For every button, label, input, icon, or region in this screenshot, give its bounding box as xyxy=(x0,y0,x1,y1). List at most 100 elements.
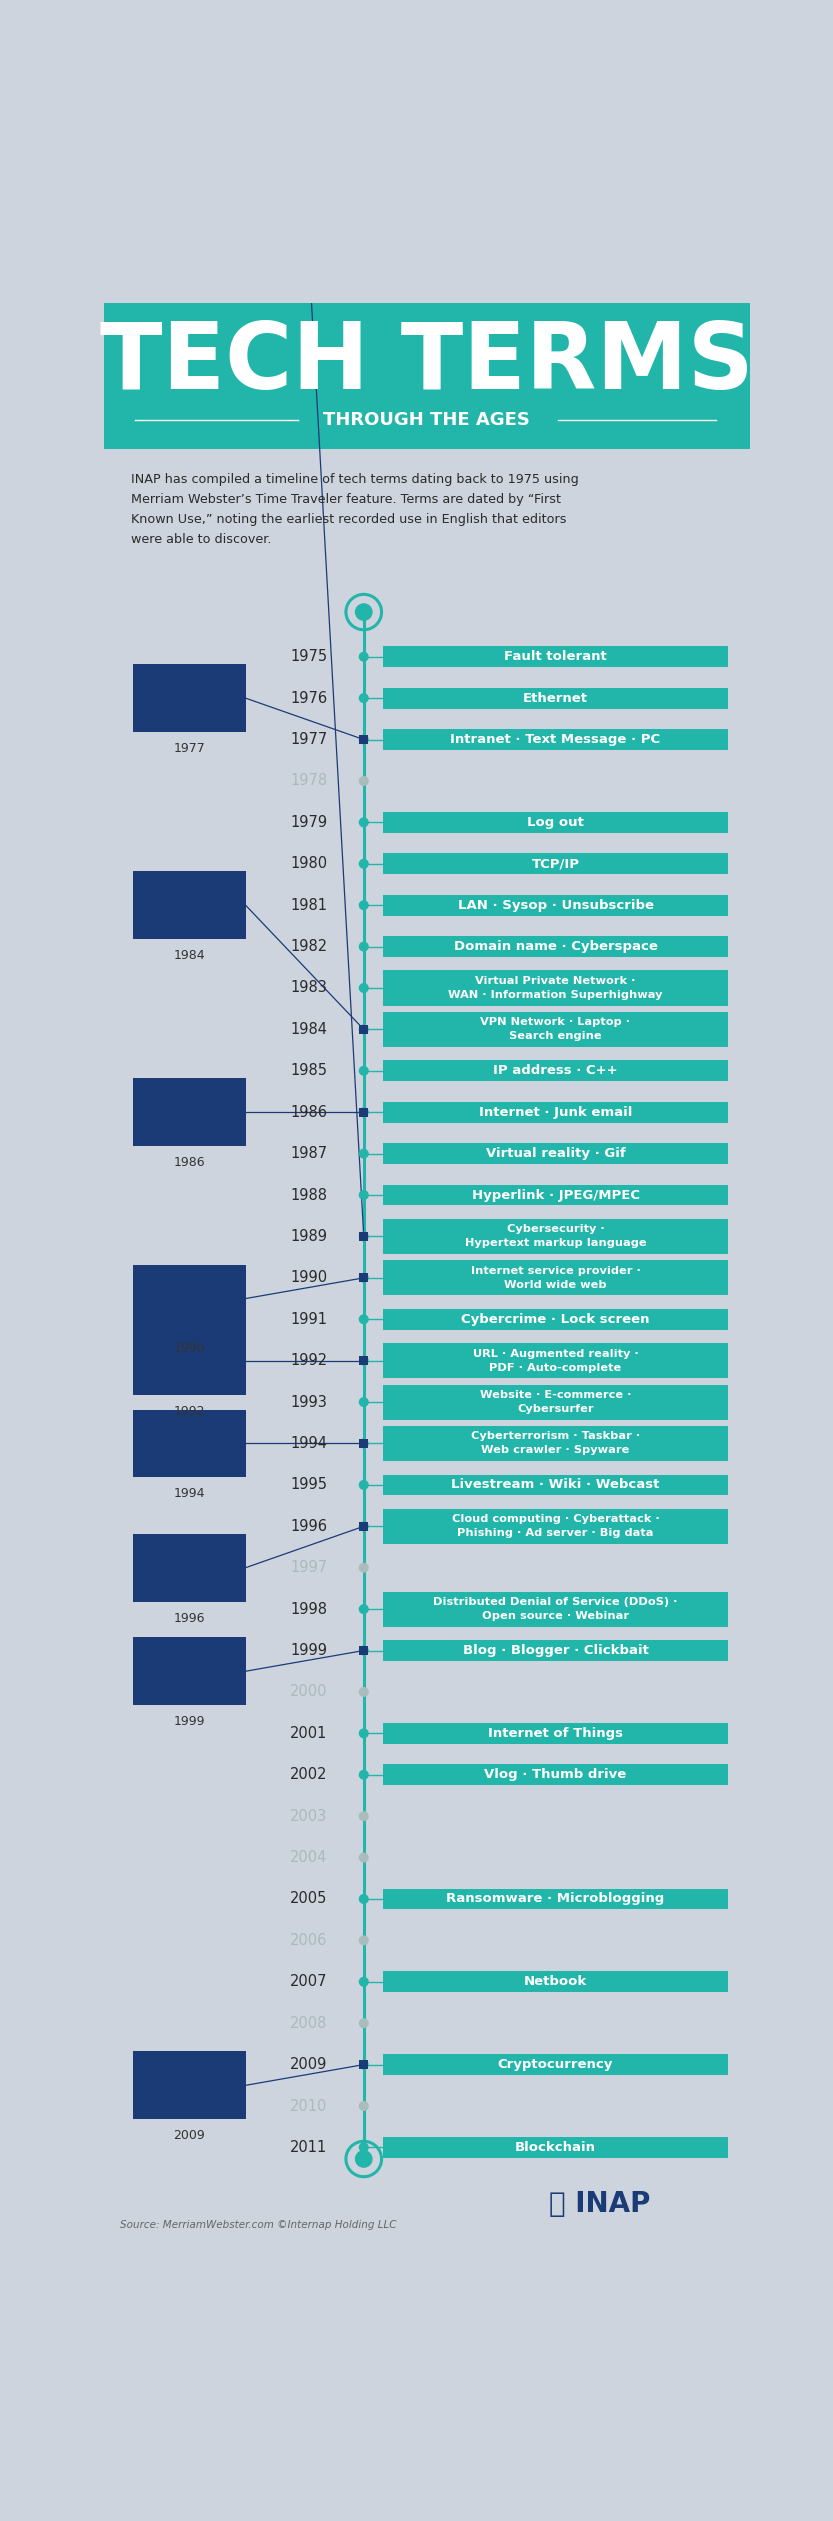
Text: Virtual reality · Gif: Virtual reality · Gif xyxy=(486,1147,626,1160)
Circle shape xyxy=(359,1273,369,1283)
FancyBboxPatch shape xyxy=(359,736,368,744)
FancyBboxPatch shape xyxy=(133,1533,246,1601)
FancyBboxPatch shape xyxy=(383,1641,728,1661)
Text: 1977: 1977 xyxy=(173,741,205,754)
Text: 2009: 2009 xyxy=(290,2057,327,2072)
Circle shape xyxy=(359,2143,369,2153)
Circle shape xyxy=(359,2100,369,2110)
Text: Blog · Blogger · Clickbait: Blog · Blogger · Clickbait xyxy=(462,1644,649,1656)
Text: 1990: 1990 xyxy=(290,1271,327,1286)
Circle shape xyxy=(359,1976,369,1987)
Circle shape xyxy=(359,860,369,870)
Text: 1992: 1992 xyxy=(173,1404,205,1417)
FancyBboxPatch shape xyxy=(383,1308,728,1329)
Text: 2002: 2002 xyxy=(290,1767,327,1782)
Circle shape xyxy=(359,983,369,993)
Text: 1999: 1999 xyxy=(291,1644,327,1659)
Text: 1985: 1985 xyxy=(291,1064,327,1079)
Text: 1975: 1975 xyxy=(290,650,327,663)
Text: Hyperlink · JPEG/MPEC: Hyperlink · JPEG/MPEC xyxy=(471,1187,640,1203)
FancyBboxPatch shape xyxy=(383,1011,728,1046)
Text: 2010: 2010 xyxy=(290,2097,327,2113)
Text: Cybersecurity ·
Hypertext markup language: Cybersecurity · Hypertext markup languag… xyxy=(465,1225,646,1248)
Text: Blockchain: Blockchain xyxy=(515,2140,596,2153)
Text: 1986: 1986 xyxy=(173,1157,205,1170)
Circle shape xyxy=(359,1356,369,1366)
FancyBboxPatch shape xyxy=(133,1266,246,1334)
FancyBboxPatch shape xyxy=(359,1026,368,1034)
FancyBboxPatch shape xyxy=(359,1107,368,1117)
Circle shape xyxy=(359,1936,369,1946)
Circle shape xyxy=(359,1853,369,1863)
FancyBboxPatch shape xyxy=(359,1356,368,1364)
Text: 1991: 1991 xyxy=(291,1311,327,1326)
Circle shape xyxy=(359,900,369,910)
Circle shape xyxy=(359,653,369,661)
FancyBboxPatch shape xyxy=(359,1233,368,1240)
FancyBboxPatch shape xyxy=(383,1061,728,1082)
Text: INAP has compiled a timeline of tech terms dating back to 1975 using
Merriam Web: INAP has compiled a timeline of tech ter… xyxy=(132,474,579,547)
Text: 1987: 1987 xyxy=(290,1147,327,1162)
FancyBboxPatch shape xyxy=(383,1220,728,1253)
FancyBboxPatch shape xyxy=(383,1344,728,1379)
Text: 2006: 2006 xyxy=(290,1934,327,1949)
FancyBboxPatch shape xyxy=(383,1142,728,1165)
Circle shape xyxy=(359,1810,369,1820)
FancyBboxPatch shape xyxy=(359,1439,368,1447)
Text: 1980: 1980 xyxy=(290,857,327,872)
Text: Domain name · Cyberspace: Domain name · Cyberspace xyxy=(454,940,657,953)
Text: Livestream · Wiki · Webcast: Livestream · Wiki · Webcast xyxy=(451,1477,660,1492)
Text: Virtual Private Network ·
WAN · Information Superhighway: Virtual Private Network · WAN · Informat… xyxy=(448,976,663,1001)
Circle shape xyxy=(359,1729,369,1739)
Circle shape xyxy=(359,2019,369,2029)
Text: IP address · C++: IP address · C++ xyxy=(493,1064,618,1076)
Text: 1988: 1988 xyxy=(291,1187,327,1203)
FancyBboxPatch shape xyxy=(133,2052,246,2120)
Circle shape xyxy=(359,1687,369,1697)
Circle shape xyxy=(359,693,369,703)
FancyBboxPatch shape xyxy=(133,1079,246,1147)
Circle shape xyxy=(359,940,369,950)
FancyBboxPatch shape xyxy=(383,895,728,915)
FancyBboxPatch shape xyxy=(383,2138,728,2158)
FancyBboxPatch shape xyxy=(383,729,728,749)
Circle shape xyxy=(359,817,369,827)
Text: 1984: 1984 xyxy=(173,948,205,963)
FancyBboxPatch shape xyxy=(383,855,728,875)
FancyBboxPatch shape xyxy=(383,1427,728,1462)
Text: 1993: 1993 xyxy=(291,1394,327,1409)
FancyBboxPatch shape xyxy=(383,2055,728,2075)
FancyBboxPatch shape xyxy=(383,688,728,708)
Circle shape xyxy=(359,1893,369,1903)
FancyBboxPatch shape xyxy=(383,1260,728,1296)
Text: Netbook: Netbook xyxy=(524,1976,587,1989)
Circle shape xyxy=(359,1646,369,1656)
Circle shape xyxy=(359,1563,369,1573)
Text: Cloud computing · Cyberattack ·
Phishing · Ad server · Big data: Cloud computing · Cyberattack · Phishing… xyxy=(451,1515,660,1538)
FancyBboxPatch shape xyxy=(383,1765,728,1785)
Text: URL · Augmented reality ·
PDF · Auto-complete: URL · Augmented reality · PDF · Auto-com… xyxy=(472,1349,638,1371)
Text: 1979: 1979 xyxy=(290,814,327,829)
Text: Ethernet: Ethernet xyxy=(523,691,588,706)
Text: 1994: 1994 xyxy=(173,1487,205,1500)
FancyBboxPatch shape xyxy=(133,872,246,938)
Circle shape xyxy=(359,1066,369,1076)
Text: 1997: 1997 xyxy=(290,1560,327,1576)
Text: 1999: 1999 xyxy=(173,1714,205,1727)
Text: Log out: Log out xyxy=(527,817,584,829)
FancyBboxPatch shape xyxy=(104,303,750,449)
FancyBboxPatch shape xyxy=(383,1185,728,1205)
Circle shape xyxy=(359,1313,369,1324)
FancyBboxPatch shape xyxy=(383,1102,728,1122)
Text: 2009: 2009 xyxy=(173,2130,205,2143)
Circle shape xyxy=(359,776,369,787)
FancyBboxPatch shape xyxy=(133,1409,246,1477)
Text: Cryptocurrency: Cryptocurrency xyxy=(498,2057,613,2072)
FancyBboxPatch shape xyxy=(104,449,750,2244)
Text: 1995: 1995 xyxy=(291,1477,327,1492)
Text: Fault tolerant: Fault tolerant xyxy=(504,650,607,663)
Text: Internet service provider ·
World wide web: Internet service provider · World wide w… xyxy=(471,1266,641,1291)
FancyBboxPatch shape xyxy=(383,1591,728,1626)
Circle shape xyxy=(359,1603,369,1613)
Text: 2001: 2001 xyxy=(290,1727,327,1742)
